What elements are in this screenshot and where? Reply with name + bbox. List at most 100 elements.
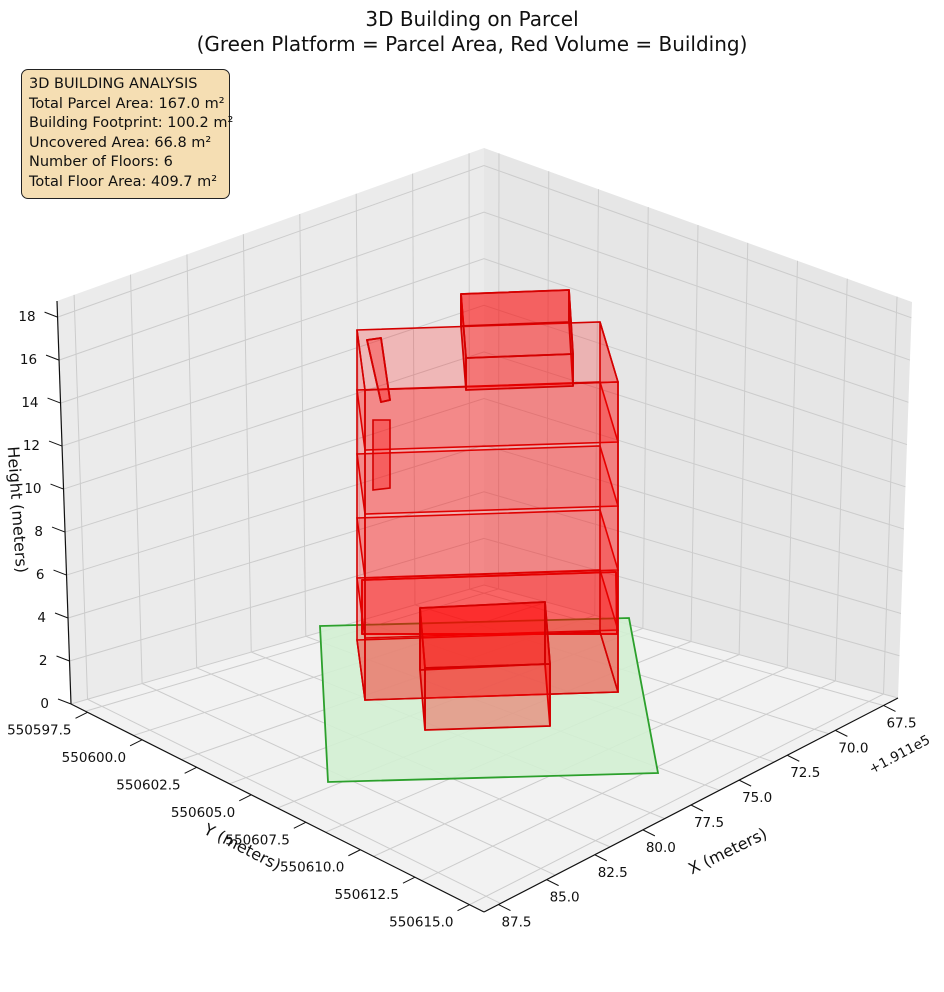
grid-line-y-wall (130, 274, 143, 684)
chart-title-line1: 3D Building on Parcel (365, 7, 579, 31)
z-tick-mark (48, 440, 63, 447)
building-face (460, 289, 570, 327)
scene-volumes (319, 289, 660, 783)
x-tick-label: 70.0 (838, 740, 868, 756)
y-tick-mark (457, 904, 470, 912)
grid-line-z (61, 304, 908, 447)
info-line-footprint: Building Footprint: 100.2 m² (29, 115, 234, 131)
z-axis-line (56, 300, 72, 705)
grid-line-z (67, 491, 902, 619)
tower-left-face (356, 329, 366, 701)
x-tick-label: 80.0 (646, 840, 676, 856)
grid-line-z (66, 444, 903, 576)
x-tick-mark (787, 754, 800, 762)
grid-line-y-wall (299, 214, 307, 637)
y-tick-mark (75, 711, 88, 719)
building-face (419, 601, 546, 671)
x-tick-label: 75.0 (742, 790, 772, 806)
grid-line-x-wall (883, 296, 898, 695)
tower-right-face (599, 321, 619, 693)
x-tick-mark (594, 854, 607, 862)
rooftop-block (460, 289, 574, 391)
left-back-pane (57, 148, 484, 704)
x-tick-label: 85.0 (550, 890, 580, 906)
z-tick-mark (47, 397, 61, 404)
z-tick-mark (56, 655, 70, 662)
grid-line-y-wall (242, 234, 252, 653)
z-tick-label: 18 (18, 309, 35, 325)
z-tick-label: 14 (21, 395, 38, 411)
front-annex (419, 601, 551, 731)
x-tick-mark (642, 829, 656, 837)
right-back-pane (484, 148, 912, 698)
building-face (380, 399, 391, 403)
info-line-floors: Number of Floors: 6 (29, 154, 173, 170)
grid-line-z (63, 351, 906, 490)
y-tick-label: 550602.5 (116, 777, 180, 793)
y-tick-label: 550600.0 (62, 750, 126, 766)
y-tick-mark (293, 821, 307, 829)
grid-line-x-wall (834, 278, 848, 681)
x-tick-mark (835, 729, 848, 737)
info-heading: 3D BUILDING ANALYSIS (29, 76, 198, 92)
z-tick-mark (51, 526, 66, 533)
grid-line-y (469, 588, 884, 706)
y-tick-mark (129, 739, 143, 747)
z-tick-mark (45, 354, 60, 361)
building-face (615, 571, 618, 635)
z-tick-mark (57, 698, 72, 705)
y-tick-mark (184, 766, 197, 774)
grid-line-x-wall (738, 242, 749, 655)
y-tick-label: 550615.0 (389, 915, 453, 931)
info-line-floor-area: Total Floor Area: 409.7 m² (29, 173, 218, 190)
y-tick-label: 550607.5 (225, 832, 289, 848)
y-tick-label: 550597.5 (7, 722, 71, 738)
grid-line-x-wall (594, 189, 599, 616)
x-axis-label: X (meters) (685, 824, 770, 878)
grid-line-z (69, 537, 900, 662)
info-line-uncovered: Uncovered Area: 66.8 m² (29, 134, 212, 151)
x-tick-mark (883, 705, 896, 712)
grid-line-z (58, 211, 911, 361)
grid-line-x-wall (786, 260, 799, 668)
x-tick-label: 87.5 (501, 915, 531, 931)
z-tick-mark (50, 483, 64, 490)
x-tick-mark (690, 804, 704, 812)
grid-line-z (64, 398, 905, 533)
x-offset-label: +1.911e5 (866, 732, 933, 778)
building-floor-1 (361, 571, 618, 635)
grid-line-x-wall (642, 207, 649, 629)
parcel-platform (319, 617, 660, 783)
grid-line-y-wall (186, 254, 198, 668)
y-tick-label: 550612.5 (335, 887, 399, 903)
x-tick-mark (498, 904, 511, 911)
z-tick-label: 16 (20, 352, 37, 368)
y-tick-mark (402, 876, 416, 884)
y-tick-label: 550605.0 (171, 805, 235, 821)
y-axis-line (70, 703, 485, 913)
grid-line-z (60, 258, 909, 404)
axis-lines (44, 300, 899, 913)
info-line-parcel-area: Total Parcel Area: 167.0 m² (29, 95, 225, 112)
z-tick-label: 10 (24, 481, 41, 497)
z-tick-label: 4 (37, 610, 46, 626)
x-tick-label: 82.5 (598, 865, 628, 881)
x-tick-mark (546, 879, 559, 887)
z-tick-mark (53, 569, 67, 576)
building-face (465, 353, 574, 391)
z-tick-label: 8 (34, 524, 43, 540)
chart-title-line2: (Green Platform = Parcel Area, Red Volum… (196, 32, 748, 56)
z-axis-label: Height (meters) (4, 446, 32, 574)
grid-line-z (70, 584, 899, 705)
y-tick-label: 550610.0 (280, 860, 344, 876)
grid-line-x-wall (690, 224, 699, 642)
y-tick-mark (239, 794, 252, 802)
z-tick-label: 12 (23, 438, 40, 454)
z-tick-mark (54, 612, 69, 619)
building-face (424, 663, 551, 731)
x-tick-label: 77.5 (694, 815, 724, 831)
grid-line-y-wall (355, 193, 361, 621)
x-tick-label: 72.5 (790, 765, 820, 781)
z-tick-label: 6 (36, 567, 45, 583)
